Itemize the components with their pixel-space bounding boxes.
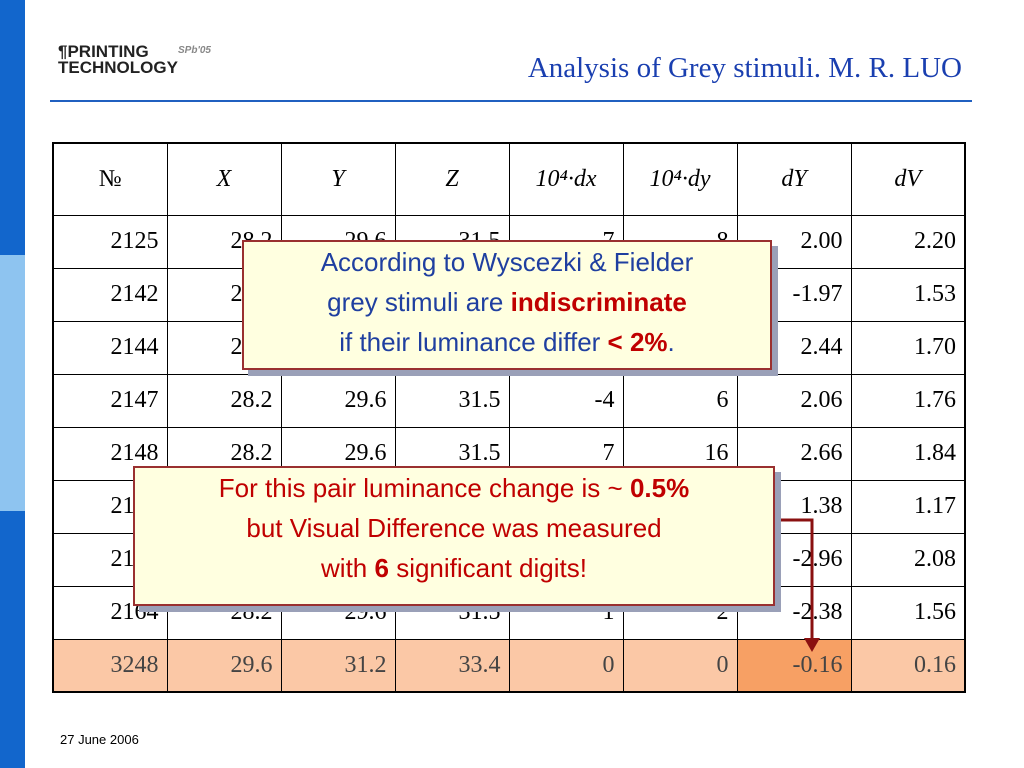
table-cell: 0	[622, 638, 738, 693]
arrow	[773, 518, 814, 640]
table-cell: 0.16	[850, 638, 966, 693]
table-cell: 2147	[52, 373, 168, 428]
callout-text: grey stimuli are	[327, 287, 511, 317]
callout: For this pair luminance change is ~ 0.5%…	[133, 466, 775, 606]
callout-line: According to Wyscezki & Fielder	[244, 242, 770, 282]
header-cell: 10⁴·dx	[508, 142, 624, 216]
callout: According to Wyscezki & Fielder grey stim…	[242, 240, 772, 370]
header-cell: dY	[736, 142, 852, 216]
callout-line: For this pair luminance change is ~ 0.5%	[135, 468, 773, 508]
callout-emphasis: < 2%	[607, 327, 668, 357]
callout-line: grey stimuli are indiscriminate	[244, 282, 770, 322]
table-cell: 2142	[52, 267, 168, 322]
callout-text: significant digits!	[388, 553, 587, 583]
header-row: № X Y Z 10⁴·dx 10⁴·dy dY dV	[52, 142, 966, 216]
callout-line: but Visual Difference was measured	[135, 508, 773, 548]
header-cell: №	[52, 142, 168, 216]
callout-text: if their luminance differ	[339, 327, 608, 357]
callout-text: According to Wyscezki & Fielder	[320, 247, 694, 277]
callout-line: with 6 significant digits!	[135, 548, 773, 588]
callout-text: with	[321, 553, 375, 583]
footer-date: 27 June 2006	[60, 732, 139, 747]
side-bar	[0, 511, 25, 768]
table-cell: 31.5	[394, 373, 510, 428]
side-bar	[0, 255, 25, 511]
table-cell: 1.84	[850, 426, 966, 481]
table-cell: 3248	[52, 638, 168, 693]
table-cell: 2144	[52, 320, 168, 375]
title-rule	[50, 100, 972, 102]
table-cell: 2.20	[850, 214, 966, 269]
table-row: 3248 29.6 31.2 33.4 0 0 -0.16 0.16	[52, 638, 966, 693]
logo-tag: SPb'05	[178, 45, 211, 56]
table-cell: 33.4	[394, 638, 510, 693]
table-cell: 1.76	[850, 373, 966, 428]
callout-emphasis: 6	[374, 553, 389, 583]
callout-text: but Visual Difference was measured	[246, 513, 662, 543]
callout-line: if their luminance differ < 2%.	[244, 322, 770, 362]
callout-emphasis: 0.5%	[629, 473, 690, 503]
callout-text: For this pair luminance change is ~	[218, 473, 630, 503]
side-bar	[0, 0, 25, 255]
table-cell: 2148	[52, 426, 168, 481]
table-row: 2147 28.2 29.6 31.5 -4 6 2.06 1.76	[52, 373, 966, 428]
logo-line: TECHNOLOGY	[58, 58, 178, 77]
table-cell: 2125	[52, 214, 168, 269]
callout-emphasis: indiscriminate	[510, 287, 687, 317]
table-cell: 29.6	[166, 638, 282, 693]
title: Analysis of Grey stimuli. M. R. LUO	[527, 52, 962, 84]
table-cell: 2.08	[850, 532, 966, 587]
table-cell: 1.53	[850, 267, 966, 322]
table-cell: 6	[622, 373, 738, 428]
table-cell: 1.17	[850, 479, 966, 534]
arrow-head	[804, 638, 820, 652]
table-cell: 0	[508, 638, 624, 693]
logo: ¶PRINTING TECHNOLOGY SPb'05	[58, 42, 211, 77]
table-cell: -0.16	[736, 638, 852, 693]
callout-text: .	[667, 327, 675, 357]
logo-line: ¶PRINTING	[58, 42, 149, 61]
header-cell: X	[166, 142, 282, 216]
table-cell: 1.70	[850, 320, 966, 375]
header-cell: Z	[394, 142, 510, 216]
